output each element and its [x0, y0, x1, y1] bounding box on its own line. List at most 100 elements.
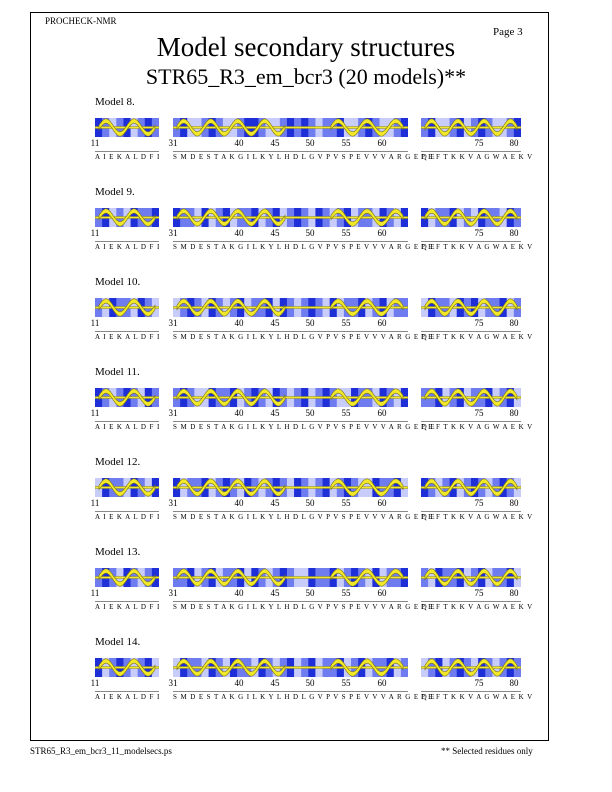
sequence-rule [95, 421, 159, 422]
residue-number-tick: 55 [341, 498, 351, 508]
helix-ribbon [176, 298, 286, 317]
residue-number-tick: 75 [474, 678, 484, 688]
model-label: Model 10. [95, 276, 141, 288]
page-subtitle: STR65_R3_em_bcr3 (20 models)** [145, 64, 467, 89]
secondary-structure-strip [173, 208, 408, 227]
residue-number-tick: 31 [168, 318, 178, 328]
residue-number-tick: 75 [474, 408, 484, 418]
helix-ribbon [424, 298, 518, 317]
residue-number-tick: 45 [270, 228, 280, 238]
model-block: Model 9. 11 A I E K A L D F I 31 40 45 50 55 60 S… [0, 186, 612, 276]
secondary-structure-strip [95, 388, 159, 407]
model-label: Model 8. [95, 96, 135, 108]
sequence-rule [173, 241, 408, 242]
footer-filename: STR65_R3_em_bcr3_11_modelsecs.ps [30, 746, 172, 756]
residue-number-tick: 50 [305, 228, 315, 238]
sequence-rule [173, 331, 408, 332]
secondary-structure-strip [421, 298, 521, 317]
residue-sequence: S M D E S T A K G I L K Y L H D L G V P … [173, 243, 436, 251]
helix-ribbon [330, 298, 404, 317]
helix-ribbon [424, 208, 518, 227]
helix-ribbon [98, 118, 156, 137]
helix-ribbon [176, 388, 286, 407]
coil-line [173, 666, 408, 669]
secondary-structure-strip [95, 118, 159, 137]
strip-svg [173, 208, 408, 227]
helix-ribbon [98, 478, 156, 497]
sequence-rule [421, 601, 521, 602]
strip-svg [95, 208, 159, 227]
coil-line [421, 306, 521, 309]
secondary-structure-strip [421, 118, 521, 137]
strip-svg [95, 118, 159, 137]
coil-line [173, 216, 408, 219]
residue-number-tick: 60 [377, 138, 387, 148]
model-label: Model 14. [95, 636, 141, 648]
helix-ribbon [330, 118, 404, 137]
residue-number-tick: 31 [168, 588, 178, 598]
residue-number-tick: 60 [377, 408, 387, 418]
helix-ribbon [98, 568, 156, 587]
page-number: Page 3 [493, 26, 523, 38]
residue-number-tick: 11 [90, 318, 100, 328]
residue-sequence: A I E K A L D F I [95, 693, 161, 701]
sequence-rule [421, 421, 521, 422]
strip-svg [421, 568, 521, 587]
residue-number-tick: 40 [234, 318, 244, 328]
residue-number-tick: 80 [509, 138, 519, 148]
model-block: Model 11. 11 A I E K A L D F I 31 40 45 50 55 60… [0, 366, 612, 456]
model-label: Model 11. [95, 366, 140, 378]
model-label: Model 12. [95, 456, 141, 468]
strip-svg [173, 118, 408, 137]
residue-number-tick: 50 [305, 498, 315, 508]
helix-ribbon [176, 118, 286, 137]
model-block: Model 14. 11 A I E K A L D F I 31 40 45 50 55 60… [0, 636, 612, 726]
residue-number-tick: 11 [90, 678, 100, 688]
helix-ribbon [424, 658, 518, 677]
residue-number-tick: 50 [305, 678, 315, 688]
residue-number-tick: 50 [305, 588, 315, 598]
residue-number-tick: 45 [270, 588, 280, 598]
sequence-rule [173, 421, 408, 422]
strip-svg [173, 568, 408, 587]
secondary-structure-strip [421, 208, 521, 227]
helix-ribbon [330, 658, 404, 677]
residue-sequence: P E F T K K V A G W A E K V [421, 603, 534, 611]
residue-number-tick: 60 [377, 678, 387, 688]
strip-svg [95, 298, 159, 317]
residue-number-tick: 11 [90, 408, 100, 418]
residue-number-tick: 45 [270, 138, 280, 148]
coil-line [173, 126, 408, 129]
residue-sequence: A I E K A L D F I [95, 603, 161, 611]
secondary-structure-strip [95, 208, 159, 227]
helix-ribbon [98, 208, 156, 227]
page-frame [30, 12, 549, 741]
helix-ribbon [424, 388, 518, 407]
helix-ribbon [98, 388, 156, 407]
residue-sequence: P E F T K K V A G W A E K V [421, 153, 534, 161]
residue-number-tick: 31 [168, 408, 178, 418]
sequence-rule [95, 511, 159, 512]
residue-number-tick: 40 [234, 228, 244, 238]
strip-svg [421, 118, 521, 137]
strip-svg [173, 478, 408, 497]
sequence-rule [95, 601, 159, 602]
residue-number-tick: 50 [305, 138, 315, 148]
model-block: Model 10. 11 A I E K A L D F I 31 40 45 50 55 60… [0, 276, 612, 366]
secondary-structure-strip [173, 118, 408, 137]
helix-ribbon [424, 478, 518, 497]
model-block: Model 8. 11 A I E K A L D F I 31 40 45 50 55 60 S… [0, 96, 612, 186]
secondary-structure-strip [95, 478, 159, 497]
residue-number-tick: 55 [341, 678, 351, 688]
residue-sequence: S M D E S T A K G I L K Y L H D L G V P … [173, 153, 436, 161]
residue-number-tick: 40 [234, 498, 244, 508]
residue-sequence: P E F T K K V A G W A E K V [421, 243, 534, 251]
secondary-structure-strip [421, 658, 521, 677]
sequence-rule [173, 151, 408, 152]
residue-sequence: A I E K A L D F I [95, 153, 161, 161]
sequence-rule [173, 691, 408, 692]
residue-number-tick: 55 [341, 138, 351, 148]
residue-number-tick: 11 [90, 228, 100, 238]
helix-ribbon [330, 478, 404, 497]
residue-number-tick: 31 [168, 228, 178, 238]
